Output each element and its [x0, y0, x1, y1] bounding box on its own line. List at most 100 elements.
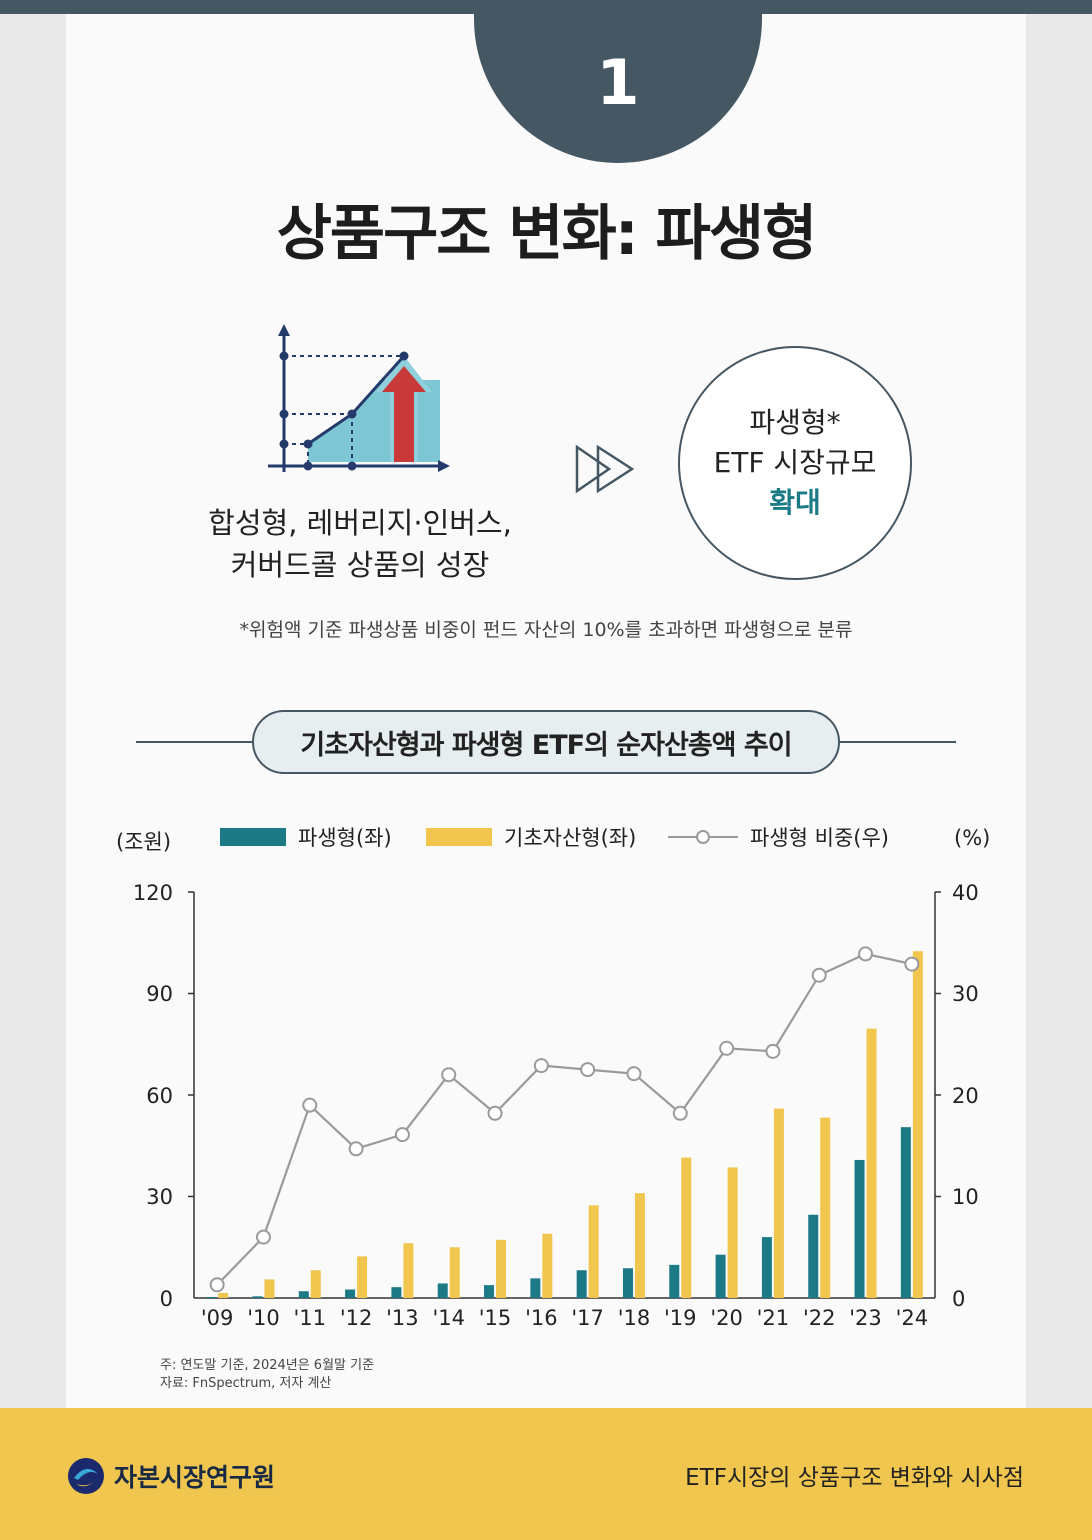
- right-axis-unit: (%): [954, 826, 991, 850]
- bar-underlying-7: [542, 1233, 553, 1298]
- bar-derivative-4: [391, 1287, 402, 1298]
- double-arrow-icon: [575, 444, 635, 494]
- y-right-tick-20: 20: [952, 1084, 979, 1108]
- ratio-point-11: [719, 1040, 735, 1056]
- bar-underlying-8: [588, 1205, 599, 1298]
- legend-label-derivative: 파생형(좌): [298, 826, 392, 850]
- x-tick-1: '10: [247, 1306, 280, 1330]
- x-tick-14: '23: [849, 1306, 882, 1330]
- x-tick-11: '20: [710, 1306, 743, 1330]
- y-left-tick-30: 30: [146, 1185, 173, 1209]
- ratio-point-6: [487, 1105, 503, 1121]
- chart-source: 자료: FnSpectrum, 저자 계산: [160, 1376, 332, 1391]
- legend-line-marker-icon: [668, 830, 738, 844]
- org-name: 자본시장연구원: [114, 1463, 276, 1492]
- ratio-point-9: [626, 1066, 642, 1082]
- bar-derivative-6: [484, 1285, 495, 1298]
- ratio-point-15: [904, 956, 920, 972]
- growth-line-2: 커버드콜 상품의 성장: [230, 548, 490, 582]
- x-tick-4: '13: [386, 1306, 419, 1330]
- x-tick-13: '22: [802, 1306, 836, 1330]
- y-left-tick-90: 90: [146, 982, 173, 1006]
- bar-underlying-6: [496, 1239, 507, 1298]
- x-tick-10: '19: [664, 1306, 697, 1330]
- x-tick-12: '21: [756, 1306, 790, 1330]
- legend-label-underlying: 기초자산형(좌): [504, 826, 637, 850]
- report-title: ETF시장의 상품구조 변화와 시사점: [685, 1465, 1024, 1491]
- ratio-point-7: [533, 1058, 549, 1074]
- bar-underlying-9: [634, 1193, 645, 1298]
- bar-underlying-10: [681, 1157, 692, 1298]
- bar-underlying-0: [218, 1292, 229, 1298]
- page-title: 상품구조 변화: 파생형: [276, 199, 818, 269]
- growth-chart-icon: [268, 324, 450, 472]
- x-tick-9: '18: [617, 1306, 651, 1330]
- ratio-line: [216, 952, 913, 1286]
- growth-line-1: 합성형, 레버리지·인버스,: [208, 506, 512, 540]
- title-rule-right: [834, 741, 956, 743]
- x-tick-6: '15: [478, 1306, 512, 1330]
- bar-derivative-10: [669, 1264, 680, 1298]
- bar-underlying-5: [449, 1247, 460, 1298]
- bar-derivative-11: [715, 1254, 726, 1298]
- bar-underlying-14: [866, 1028, 877, 1298]
- chart-title: 기초자산형과 파생형 ETF의 순자산총액 추이: [252, 710, 840, 774]
- legend-swatch-underlying: [426, 828, 492, 846]
- bar-underlying-4: [403, 1243, 414, 1298]
- x-tick-5: '14: [432, 1306, 465, 1330]
- y-left-tick-120: 120: [132, 881, 173, 905]
- bar-underlying-2: [310, 1270, 321, 1298]
- circle-line-1: 파생형*: [749, 406, 841, 439]
- circle-highlight: 확대: [769, 486, 821, 519]
- bar-underlying-11: [727, 1167, 738, 1298]
- bar-derivative-14: [854, 1159, 865, 1298]
- circle-line-2: ETF 시장규모: [713, 446, 877, 479]
- bar-derivative-12: [761, 1237, 772, 1298]
- bar-derivative-13: [808, 1214, 819, 1298]
- etf-growth-circle: 파생형* ETF 시장규모 확대: [678, 346, 912, 580]
- top-bar: [0, 0, 1092, 14]
- growth-caption: 합성형, 레버리지·인버스, 커버드콜 상품의 성장: [150, 502, 570, 586]
- x-tick-2: '11: [293, 1306, 327, 1330]
- bar-derivative-5: [437, 1283, 448, 1298]
- y-left-tick-60: 60: [146, 1084, 173, 1108]
- bar-underlying-3: [357, 1256, 368, 1298]
- bar-derivative-1: [252, 1296, 263, 1298]
- bar-underlying-12: [773, 1108, 784, 1298]
- x-tick-3: '12: [339, 1306, 373, 1330]
- y-right-tick-40: 40: [952, 881, 979, 905]
- y-right-tick-10: 10: [952, 1185, 979, 1209]
- legend-label-ratio: 파생형 비중(우): [750, 826, 889, 850]
- section-number: 1: [596, 45, 640, 119]
- ratio-point-14: [858, 946, 874, 962]
- bar-derivative-15: [900, 1127, 911, 1298]
- ratio-point-13: [811, 967, 827, 983]
- bar-underlying-1: [264, 1279, 275, 1298]
- left-axis-unit: (조원): [116, 830, 172, 854]
- legend-ratio: 파생형 비중(우): [668, 822, 889, 852]
- ratio-point-4: [394, 1127, 410, 1143]
- x-tick-8: '17: [571, 1306, 604, 1330]
- bar-derivative-8: [576, 1270, 587, 1298]
- bar-derivative-9: [622, 1268, 633, 1298]
- y-right-tick-30: 30: [952, 982, 979, 1006]
- org-brand: 자본시장연구원: [66, 1456, 275, 1496]
- chart-note: 주: 연도말 기준, 2024년은 6월말 기준: [160, 1358, 375, 1373]
- ratio-point-8: [580, 1062, 596, 1078]
- ratio-point-2: [302, 1097, 318, 1113]
- bar-derivative-7: [530, 1278, 541, 1298]
- legend-swatch-derivative: [220, 828, 286, 846]
- ratio-point-12: [765, 1043, 781, 1059]
- legend-underlying: 기초자산형(좌): [426, 822, 636, 852]
- ratio-point-10: [672, 1105, 688, 1121]
- bar-underlying-13: [820, 1117, 831, 1298]
- ratio-point-1: [255, 1229, 271, 1245]
- bar-derivative-0: [206, 1296, 217, 1298]
- legend-derivative: 파생형(좌): [220, 822, 392, 852]
- org-logo-icon: [68, 1458, 104, 1494]
- ratio-point-0: [209, 1277, 225, 1293]
- y-right-tick-0: 0: [952, 1287, 966, 1311]
- ratio-point-3: [348, 1141, 364, 1157]
- x-tick-0: '09: [200, 1306, 234, 1330]
